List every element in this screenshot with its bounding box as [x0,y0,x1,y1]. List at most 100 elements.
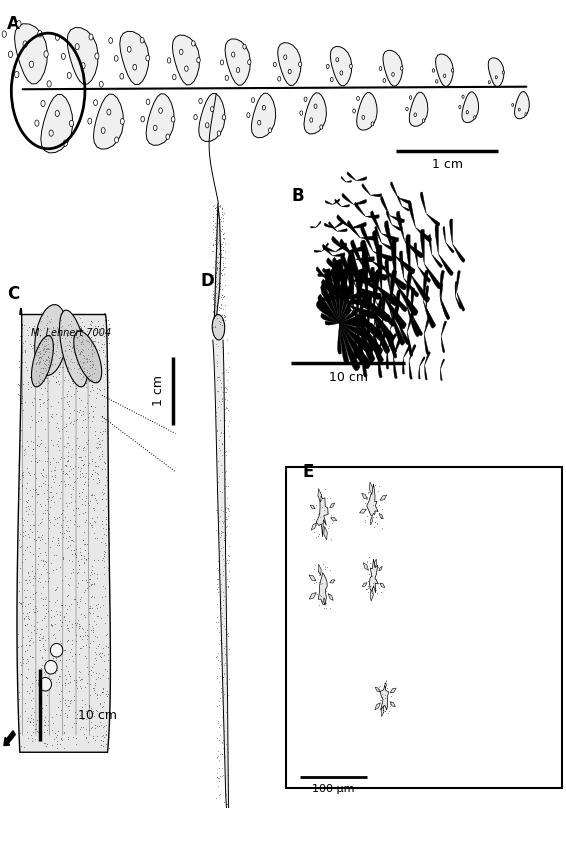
Point [87,590,96,604]
Point [64,699,73,712]
Point [224,360,233,374]
Point [78,458,87,472]
Point [15,655,24,669]
Point [24,500,33,513]
Point [76,545,85,558]
Point [62,358,71,371]
Point [25,633,35,647]
Point [56,328,65,342]
Point [96,738,105,751]
Point [92,648,101,661]
Point [67,721,76,734]
Point [91,343,100,356]
Point [25,680,35,694]
Circle shape [133,65,136,70]
Circle shape [336,58,338,62]
Polygon shape [348,245,366,252]
Point [75,405,84,419]
Point [218,212,228,225]
Polygon shape [421,192,426,213]
Point [55,350,64,364]
Point [72,332,82,345]
Polygon shape [323,244,333,256]
Point [372,572,381,586]
Point [53,348,62,362]
Point [361,496,370,509]
Point [88,634,97,648]
Point [69,329,78,343]
Point [76,354,85,368]
Point [31,599,40,613]
Point [209,299,218,313]
Point [210,262,219,275]
Point [86,518,95,532]
Point [32,586,41,599]
Circle shape [217,131,221,136]
Point [79,457,88,471]
Point [66,379,75,393]
Point [20,740,29,754]
Point [210,270,219,284]
Point [361,515,370,529]
Point [60,727,69,740]
Point [68,480,78,494]
Point [222,513,231,526]
Polygon shape [340,323,370,337]
Point [215,638,224,651]
Point [34,342,43,355]
Point [214,235,223,249]
Point [17,599,26,613]
Circle shape [88,118,92,124]
Point [31,567,40,581]
Point [104,654,113,667]
Point [222,553,231,567]
Point [67,566,76,580]
Polygon shape [457,292,465,311]
Point [100,554,109,568]
Point [63,454,72,468]
Circle shape [357,96,359,100]
Point [215,280,224,294]
Point [77,461,86,474]
Point [24,530,33,544]
Point [222,573,231,586]
Point [38,631,47,644]
Point [212,384,221,398]
Point [48,407,57,421]
Point [220,289,229,303]
Point [76,325,85,338]
Point [71,381,80,394]
Point [41,371,50,385]
Point [79,413,88,427]
Point [97,485,106,499]
Point [14,575,23,588]
Point [322,560,331,574]
Point [91,703,100,717]
Point [210,288,219,302]
Point [32,377,41,390]
Point [78,720,87,734]
Point [59,465,68,479]
Point [60,339,69,353]
Point [53,358,62,371]
Point [45,485,54,499]
Polygon shape [390,269,397,309]
Point [92,609,101,623]
Point [71,547,80,561]
Point [64,529,73,542]
Point [218,689,228,703]
Point [83,667,92,681]
Point [35,392,44,405]
Point [54,424,63,438]
Point [74,501,83,514]
Point [314,564,323,578]
Circle shape [146,55,149,61]
Point [61,606,70,620]
Polygon shape [426,286,429,308]
Point [213,255,222,269]
Point [27,339,36,353]
Point [59,451,68,465]
Polygon shape [396,290,401,320]
Point [70,355,79,369]
Point [30,605,39,619]
